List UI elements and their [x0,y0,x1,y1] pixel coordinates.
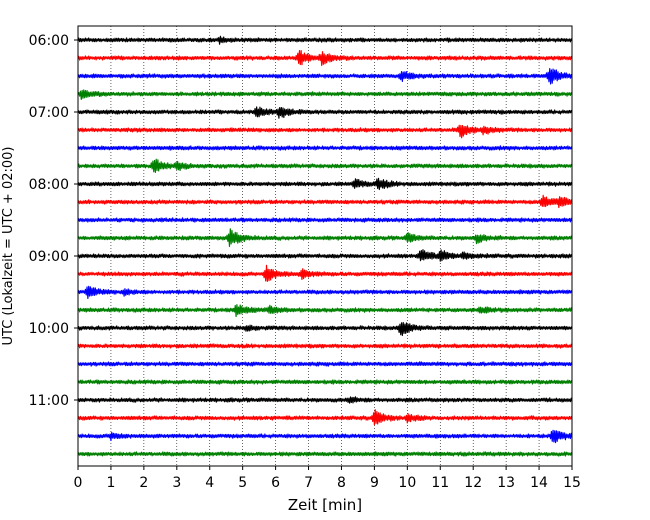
x-tick-label: 13 [497,475,515,491]
x-tick-label: 1 [106,475,115,491]
x-tick-label: 6 [271,475,280,491]
trace-0715 [77,124,573,139]
x-axis-ticks: 0 1 2 3 4 5 6 7 8 9 10 11 12 13 14 15 [74,466,581,491]
trace-1145 [77,451,573,457]
x-tick-label: 10 [398,475,416,491]
trace-0700 [77,106,573,119]
y-axis-label: UTC (Lokalzeit = UTC + 02:00) [1,147,16,346]
x-tick-label: 2 [139,475,148,491]
trace-0645 [77,89,573,101]
trace-1030 [77,361,573,367]
seismic-traces [77,35,573,457]
trace-0615 [77,49,573,67]
y-tick-label: 06:00 [29,33,69,49]
trace-0730 [77,145,573,151]
trace-0630 [77,68,573,85]
trace-0900 [77,249,573,262]
grid-lines [110,26,540,466]
x-tick-label: 8 [337,475,346,491]
trace-1015 [77,343,573,349]
trace-1000 [77,322,573,337]
trace-0800 [77,177,573,191]
trace-0600 [77,35,573,45]
trace-1115 [77,409,573,426]
x-tick-label: 4 [205,475,214,491]
y-tick-label: 09:00 [29,249,69,265]
y-axis-ticks: 06:00 07:00 08:00 09:00 10:00 11:00 [29,33,78,409]
x-tick-label: 11 [431,475,449,491]
x-axis-label: Zeit [min] [288,496,362,514]
y-tick-label: 10:00 [29,321,69,337]
trace-0745 [77,158,573,174]
x-tick-label: 7 [304,475,313,491]
x-tick-label: 12 [464,475,482,491]
trace-0845 [77,228,573,248]
x-tick-label: 15 [563,475,581,491]
trace-1100 [77,396,573,404]
y-tick-label: 11:00 [29,393,69,409]
trace-1045 [77,379,573,385]
x-tick-label: 9 [370,475,379,491]
x-tick-label: 5 [238,475,247,491]
plot-frame [77,25,573,467]
trace-0830 [77,217,573,223]
trace-1130 [77,429,573,444]
y-tick-label: 07:00 [29,105,69,121]
x-tick-label: 0 [74,475,83,491]
x-tick-label: 14 [530,475,548,491]
trace-0915 [77,264,573,282]
trace-0945 [77,304,573,318]
trace-0930 [77,285,573,300]
x-tick-label: 3 [172,475,181,491]
y-tick-label: 08:00 [29,177,69,193]
trace-0815 [77,194,573,209]
